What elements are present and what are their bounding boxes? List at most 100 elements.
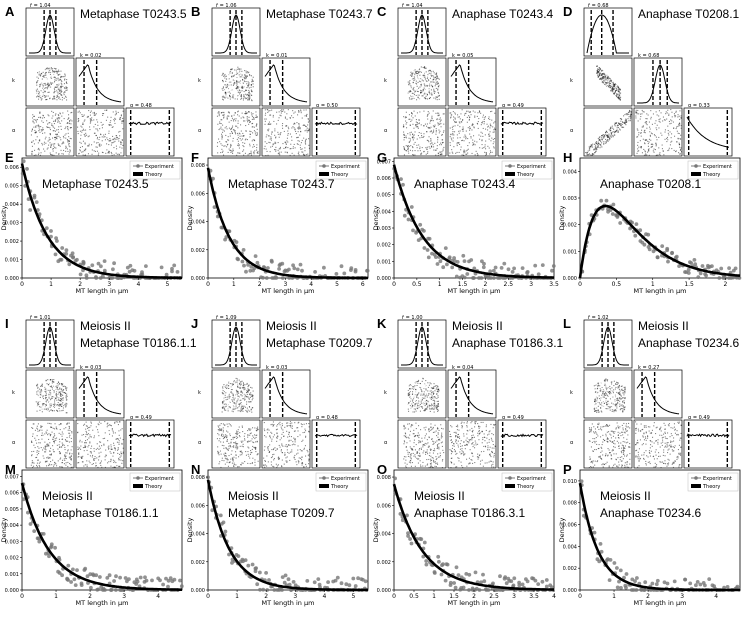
sample-point: [586, 153, 588, 155]
sample-point: [110, 459, 112, 461]
sample-point: [408, 141, 410, 143]
sample-point: [675, 111, 677, 113]
sample-point: [84, 150, 86, 152]
sample-point: [51, 123, 53, 125]
sample-point: [62, 444, 64, 446]
sample-point: [478, 118, 480, 120]
sample-point: [61, 384, 63, 386]
sample-point: [91, 445, 93, 447]
sample-point: [480, 112, 482, 114]
sample-point: [467, 138, 469, 140]
sample-point: [249, 96, 251, 98]
experiment-point: [94, 276, 99, 280]
sample-point: [230, 129, 232, 131]
sample-point: [277, 133, 279, 135]
sample-point: [244, 387, 246, 389]
sample-point: [58, 404, 60, 406]
sample-point: [239, 152, 241, 154]
sample-point: [99, 455, 101, 457]
sample-point: [47, 95, 49, 97]
sample-point: [439, 144, 441, 146]
sample-point: [35, 457, 37, 459]
sample-point: [494, 129, 496, 131]
sample-point: [220, 441, 222, 443]
sample-point: [600, 75, 602, 77]
sample-point: [432, 131, 434, 133]
sample-point: [677, 138, 679, 140]
sample-point: [221, 459, 223, 461]
sample-point: [257, 460, 259, 462]
sample-point: [79, 130, 81, 132]
sample-point: [291, 152, 293, 154]
sample-point: [31, 440, 33, 442]
sample-point: [241, 74, 243, 76]
sample-point: [70, 112, 72, 114]
sample-point: [30, 464, 32, 466]
sample-point: [224, 386, 226, 388]
sample-point: [418, 69, 420, 71]
sample-point: [60, 82, 62, 84]
sample-point: [238, 74, 240, 76]
sample-point: [52, 115, 54, 117]
sample-point: [297, 127, 299, 129]
sample-point: [243, 95, 245, 97]
experiment-point: [128, 263, 133, 268]
experiment-point: [280, 261, 285, 266]
sample-point: [46, 383, 48, 385]
sample-point: [53, 403, 55, 405]
sample-point: [69, 137, 71, 139]
sample-point: [230, 453, 232, 455]
sample-point: [650, 139, 652, 141]
sample-point: [93, 448, 95, 450]
sample-point: [39, 84, 41, 86]
sample-point: [56, 118, 58, 120]
sample-point: [221, 138, 223, 140]
sample-point: [237, 66, 239, 68]
sample-point: [240, 402, 242, 404]
marginal-curve: [264, 376, 308, 415]
sample-point: [46, 148, 48, 150]
sample-point: [241, 135, 243, 137]
legend-experiment-marker: [322, 164, 326, 168]
sample-point: [67, 110, 69, 112]
sample-point: [307, 124, 309, 126]
sample-point: [435, 112, 437, 114]
sample-point: [47, 457, 49, 459]
sample-point: [648, 150, 650, 152]
sample-point: [50, 144, 52, 146]
sample-point: [403, 133, 405, 135]
sample-point: [436, 96, 438, 98]
sample-point: [423, 133, 425, 135]
sample-point: [110, 444, 112, 446]
sample-point: [227, 97, 229, 99]
sample-point: [432, 70, 434, 72]
sample-point: [228, 381, 230, 383]
sample-point: [236, 76, 238, 78]
sample-point: [250, 452, 252, 454]
sample-point: [53, 442, 55, 444]
sample-point: [234, 132, 236, 134]
sample-point: [42, 75, 44, 77]
sample-point: [428, 79, 430, 81]
sample-point: [433, 92, 435, 94]
sample-point: [45, 405, 47, 407]
sample-point: [44, 73, 46, 75]
sample-point: [41, 383, 43, 385]
sample-point: [43, 76, 45, 78]
sample-point: [51, 464, 53, 466]
experiment-point: [425, 248, 430, 252]
sample-point: [249, 75, 251, 77]
sample-point: [638, 146, 640, 148]
sample-point: [89, 434, 91, 436]
experiment-point: [273, 275, 278, 279]
sample-point: [269, 151, 271, 153]
sample-point: [121, 147, 123, 149]
sample-point: [48, 126, 50, 128]
sample-point: [95, 113, 97, 115]
sample-point: [45, 99, 47, 101]
sample-point: [227, 83, 229, 85]
sample-point: [462, 130, 464, 132]
sample-point: [52, 98, 54, 100]
sample-point: [641, 129, 643, 131]
sample-point: [241, 391, 243, 393]
